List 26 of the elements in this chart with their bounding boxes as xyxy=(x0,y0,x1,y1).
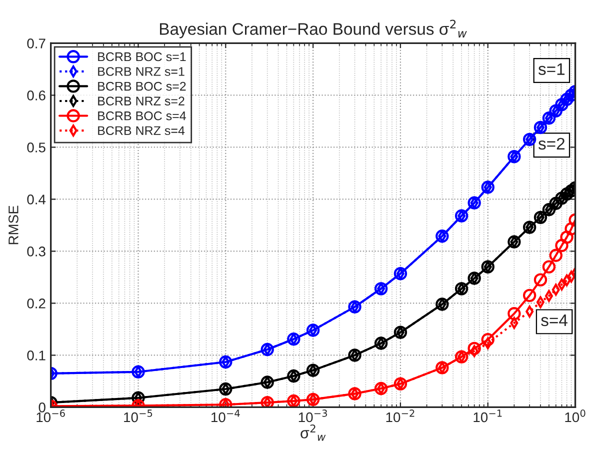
y-tick-label: 0.7 xyxy=(27,38,46,48)
annotation: s=2 xyxy=(538,138,565,150)
x-tick-label: 10$^{−2}$ xyxy=(386,410,414,422)
x-tick-label: 10$^{−1}$ xyxy=(474,410,502,422)
x-tick-label: 10$^{−3}$ xyxy=(298,410,327,422)
y-tick-label: 0.1 xyxy=(27,350,46,360)
y-tick-label: 0.6 xyxy=(27,90,46,100)
chart-title: Bayesian Cramer−Rao Bound versus σ$^{2}$$_{w}$ xyxy=(160,20,467,38)
legend-label: BCRB NRZ s=4 xyxy=(98,126,185,136)
x-tick-label: 10$^{−4}$ xyxy=(211,410,240,422)
annotation: s=4 xyxy=(541,314,568,326)
legend-label: BCRB BOC s=2 xyxy=(98,82,186,91)
legend-label: BCRB BOC s=4 xyxy=(98,111,186,120)
x-axis-title: σ$^{2}$$_{w}$ xyxy=(300,424,326,441)
x-tick-label: 10$^{0}$ xyxy=(565,410,586,422)
y-tick-label: 0.4 xyxy=(27,194,46,204)
y-tick-label: 0.2 xyxy=(27,298,46,308)
legend-label: BCRB NRZ s=1 xyxy=(98,67,184,76)
y-tick-label: 0 xyxy=(38,402,46,412)
legend-label: BCRB NRZ s=2 xyxy=(98,96,184,106)
annotation: s=1 xyxy=(538,63,565,75)
y-axis-title: RMSE xyxy=(8,206,18,244)
y-tick-label: 0.3 xyxy=(27,246,46,256)
y-tick-label: 0.5 xyxy=(27,142,46,152)
x-tick-label: 10$^{−5}$ xyxy=(124,410,152,422)
legend-label: BCRB BOC s=1 xyxy=(98,52,186,62)
